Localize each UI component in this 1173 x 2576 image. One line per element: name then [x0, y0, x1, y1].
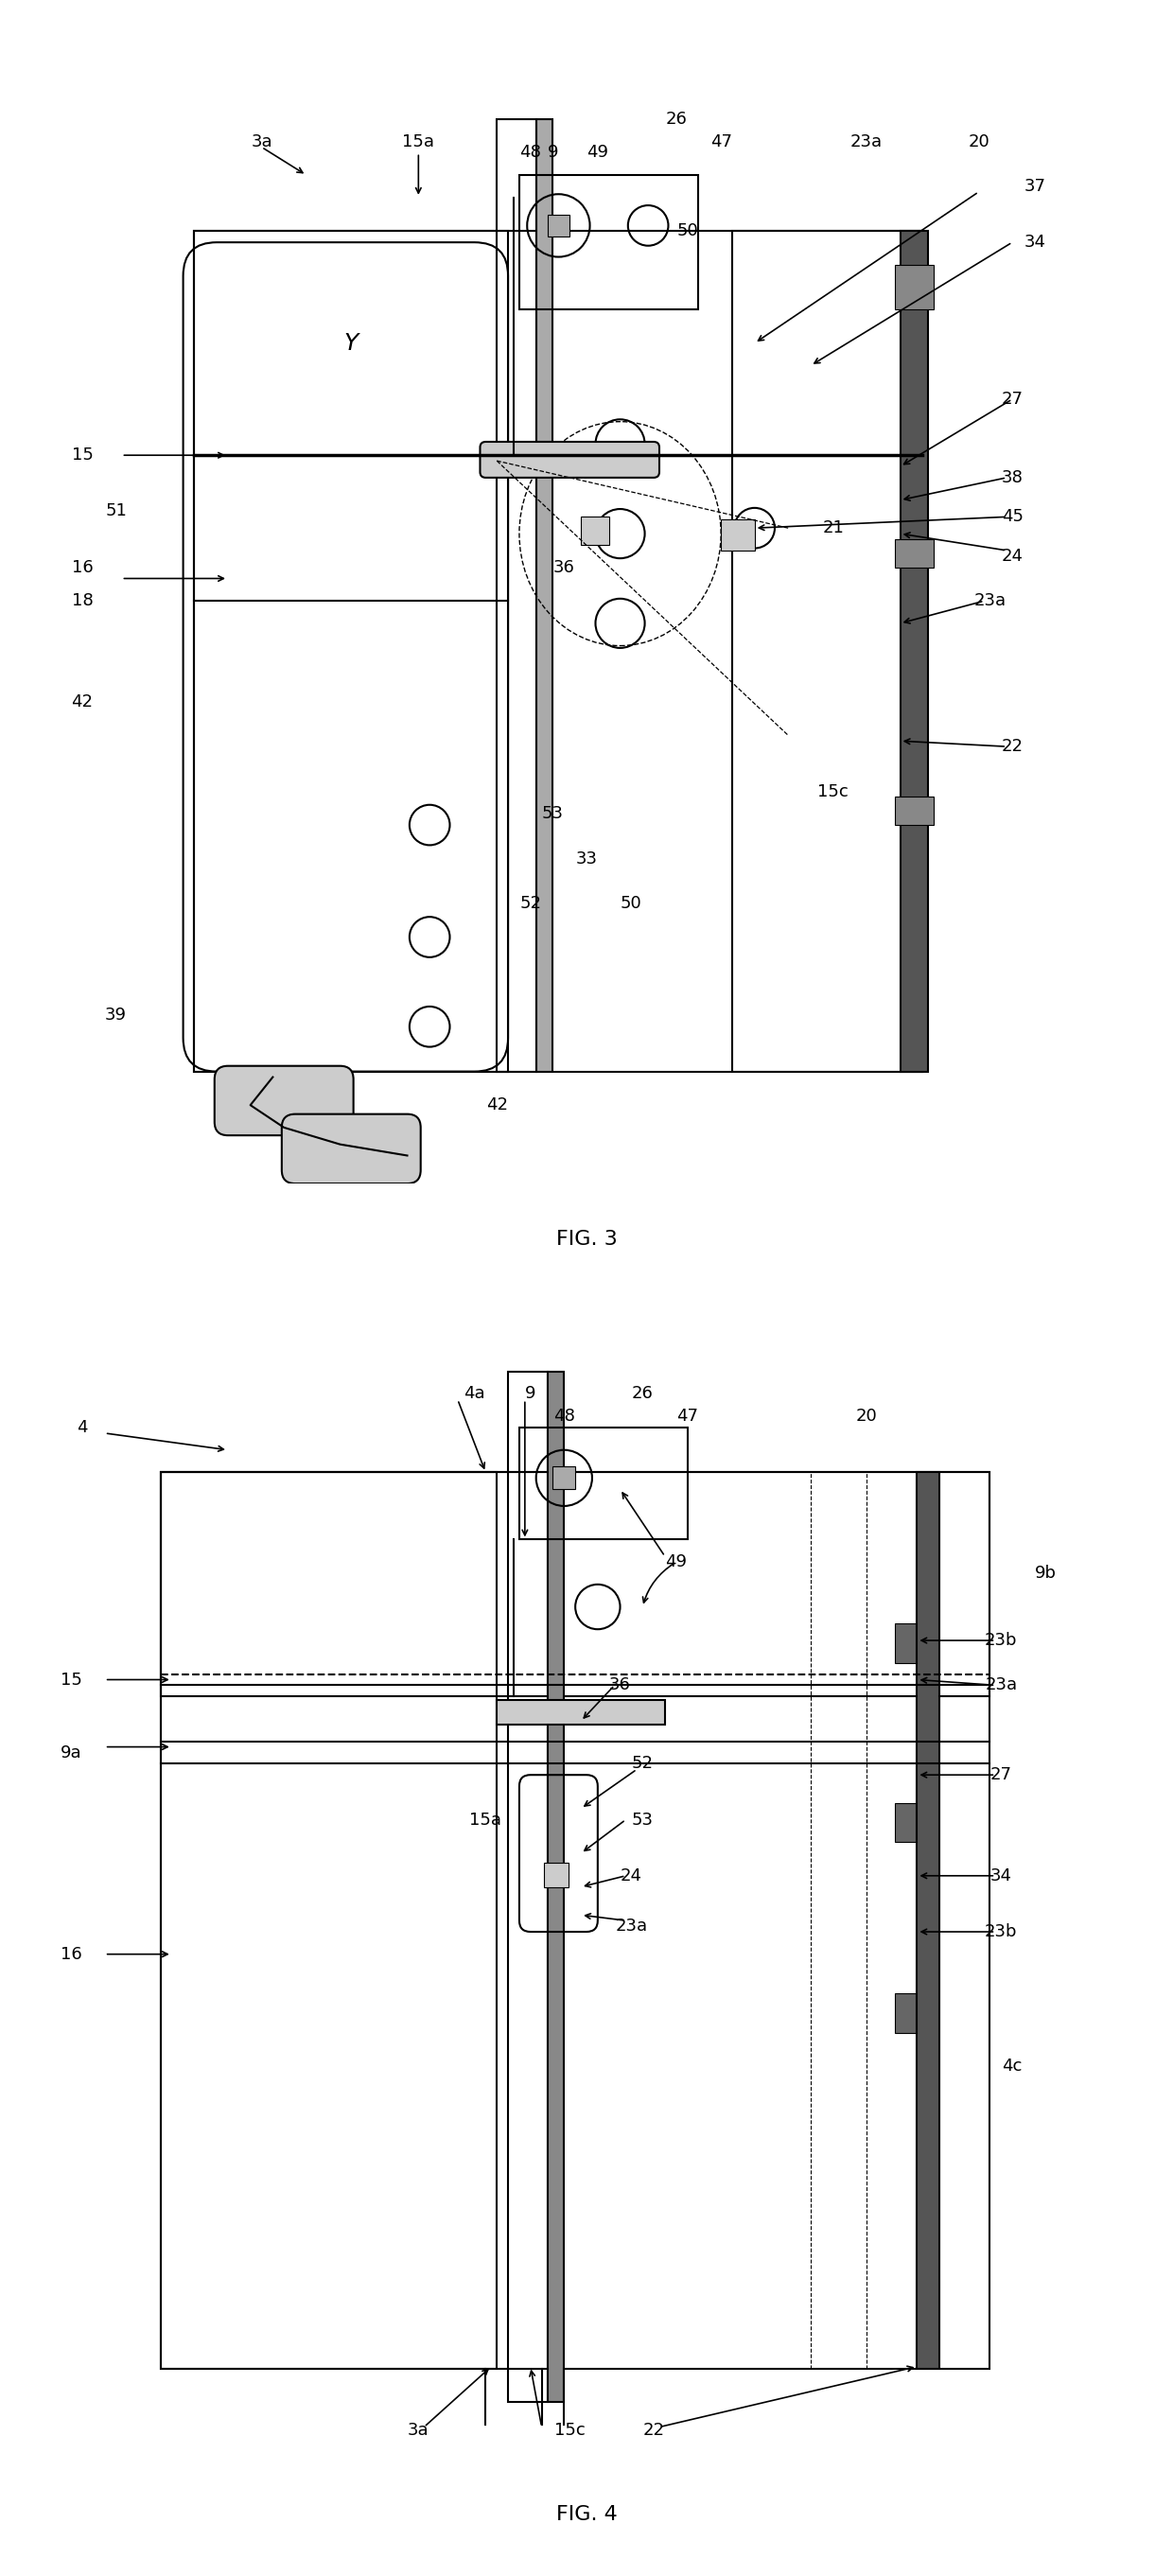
Text: 20: 20	[968, 134, 989, 149]
Bar	[548, 1370, 564, 2403]
Text: 34: 34	[990, 1868, 1012, 1883]
Text: 52: 52	[520, 894, 542, 912]
Text: 21: 21	[822, 520, 843, 536]
Text: 9b: 9b	[1035, 1564, 1057, 1582]
Text: 48: 48	[554, 1409, 575, 1425]
Text: 50: 50	[677, 222, 698, 240]
Text: 4c: 4c	[1002, 2058, 1023, 2074]
Text: 34: 34	[1024, 234, 1045, 250]
Text: 26: 26	[632, 1386, 653, 1401]
Bar	[552, 1466, 575, 1489]
Bar	[497, 1700, 665, 1723]
Text: 53: 53	[542, 806, 564, 822]
Text: 9a: 9a	[60, 1744, 82, 1762]
Text: 18: 18	[72, 592, 93, 611]
Bar	[548, 214, 570, 237]
Bar	[508, 1370, 548, 2403]
FancyBboxPatch shape	[215, 1066, 353, 1136]
Bar	[161, 1473, 990, 2370]
Text: 24: 24	[1002, 549, 1023, 564]
Text: 37: 37	[1024, 178, 1045, 196]
Text: 52: 52	[631, 1754, 653, 1772]
Bar	[520, 175, 699, 309]
Text: 45: 45	[1002, 507, 1023, 526]
Text: 15c: 15c	[818, 783, 848, 801]
Bar	[917, 1473, 940, 2370]
Bar	[895, 538, 934, 567]
Bar	[520, 1427, 687, 1540]
Text: 15: 15	[60, 1672, 82, 1687]
Text: 36: 36	[609, 1677, 631, 1695]
Text: FIG. 3: FIG. 3	[556, 1231, 617, 1249]
Text: 23a: 23a	[615, 1917, 647, 1935]
Text: 53: 53	[631, 1811, 653, 1829]
Bar	[895, 1623, 917, 1664]
Text: 42: 42	[72, 693, 93, 711]
Bar	[895, 796, 934, 824]
Text: 49: 49	[665, 1553, 687, 1571]
Text: 3a: 3a	[251, 134, 272, 149]
Text: 51: 51	[106, 502, 127, 520]
Text: 49: 49	[586, 144, 609, 162]
Text: 9: 9	[548, 144, 558, 162]
Text: 22: 22	[643, 2421, 665, 2439]
Text: 16: 16	[72, 559, 93, 577]
Text: Y: Y	[344, 332, 359, 355]
FancyBboxPatch shape	[282, 1113, 421, 1182]
Text: 39: 39	[106, 1007, 127, 1025]
Text: 20: 20	[856, 1409, 877, 1425]
Text: 38: 38	[1002, 469, 1023, 487]
Bar	[895, 1994, 917, 2032]
Bar	[581, 518, 609, 546]
Text: 4a: 4a	[463, 1386, 486, 1401]
FancyBboxPatch shape	[480, 440, 659, 477]
Text: 16: 16	[60, 1945, 82, 1963]
Text: 47: 47	[710, 134, 732, 149]
Text: 27: 27	[1002, 392, 1023, 407]
Bar	[721, 520, 754, 551]
Text: 47: 47	[677, 1409, 698, 1425]
Bar	[497, 118, 536, 1072]
Bar	[195, 232, 923, 1072]
Bar	[544, 1862, 569, 1888]
Bar	[732, 232, 923, 1072]
Text: 15c: 15c	[554, 2421, 585, 2439]
Text: 36: 36	[554, 559, 575, 577]
Text: 3a: 3a	[408, 2421, 429, 2439]
Bar	[161, 1473, 497, 2370]
Text: 42: 42	[486, 1097, 508, 1113]
Bar	[895, 1803, 917, 1842]
Text: 50: 50	[621, 894, 642, 912]
Text: 15a: 15a	[402, 134, 434, 149]
Text: 33: 33	[576, 850, 597, 868]
Text: 15a: 15a	[469, 1811, 502, 1829]
Text: 48: 48	[520, 144, 541, 162]
Text: 27: 27	[990, 1767, 1012, 1783]
Text: 26: 26	[665, 111, 687, 129]
Text: 23a: 23a	[974, 592, 1006, 611]
Bar	[536, 118, 552, 1072]
Text: 15: 15	[72, 446, 93, 464]
Text: 23b: 23b	[985, 1924, 1017, 1940]
Text: 9: 9	[526, 1386, 536, 1401]
Text: 23b: 23b	[985, 1633, 1017, 1649]
Bar	[195, 232, 508, 1072]
Text: FIG. 4: FIG. 4	[556, 2504, 617, 2524]
Text: 4: 4	[77, 1419, 88, 1435]
Text: 23a: 23a	[850, 134, 883, 149]
Text: 23a: 23a	[985, 1677, 1017, 1695]
Bar	[895, 265, 934, 309]
Text: 22: 22	[1002, 739, 1023, 755]
Bar	[900, 232, 928, 1072]
Bar	[161, 1473, 990, 1698]
Text: 24: 24	[621, 1868, 642, 1883]
